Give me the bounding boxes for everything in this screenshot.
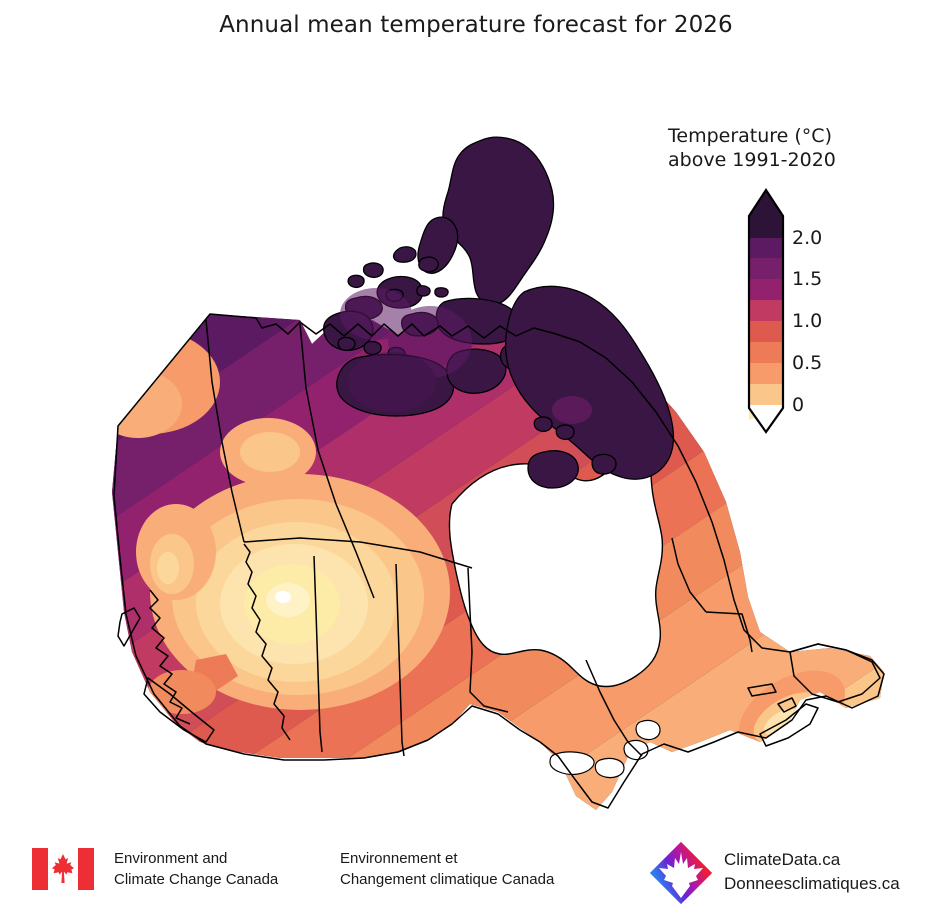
eccc-wordmark-french: Environnement et Changement climatique Ca… bbox=[340, 848, 554, 890]
colorbar-tick-1-5: 1.5 bbox=[792, 268, 823, 290]
eccc-fr-line1: Environnement et bbox=[340, 850, 458, 867]
arctic-shading bbox=[340, 288, 592, 424]
canada-flag-icon bbox=[32, 848, 94, 890]
arctic-archipelago bbox=[322, 136, 675, 489]
colorbar-tick-0: 0 bbox=[792, 394, 805, 416]
climatedata-wordmark[interactable]: ClimateData.ca Donneesclimatiques.ca bbox=[724, 848, 900, 896]
eccc-wordmark-english: Environment and Climate Change Canada bbox=[114, 848, 278, 890]
climatedata-logo-icon[interactable] bbox=[646, 838, 716, 908]
footer: Environment and Climate Change Canada Env… bbox=[0, 830, 952, 924]
legend-title-line1: Temperature (°C) bbox=[668, 125, 832, 147]
climatedata-line1: ClimateData.ca bbox=[724, 850, 841, 869]
colorbar bbox=[746, 186, 786, 436]
colorbar-bands bbox=[747, 187, 785, 434]
hudson-bay-water bbox=[448, 443, 664, 688]
legend-title: Temperature (°C) above 1991-2020 bbox=[668, 124, 836, 172]
colorbar-tick-0-5: 0.5 bbox=[792, 352, 823, 374]
colorbar-tick-1-0: 1.0 bbox=[792, 310, 823, 332]
colorbar-legend: Temperature (°C) above 1991-2020 bbox=[660, 124, 940, 444]
eccc-en-line1: Environment and bbox=[114, 850, 228, 867]
canada-temperature-map bbox=[0, 52, 952, 822]
colorbar-tick-2-0: 2.0 bbox=[792, 227, 823, 249]
climatedata-line2: Donneesclimatiques.ca bbox=[724, 874, 900, 893]
colorbar-svg bbox=[747, 187, 785, 434]
map-svg bbox=[112, 136, 885, 810]
eccc-fr-line2: Changement climatique Canada bbox=[340, 871, 555, 888]
colorbar-tick-labels: 2.0 1.5 1.0 0.5 0 bbox=[792, 186, 882, 436]
map-outlines bbox=[113, 313, 885, 809]
page-title: Annual mean temperature forecast for 202… bbox=[219, 12, 733, 38]
eccc-en-line2: Climate Change Canada bbox=[114, 871, 279, 888]
legend-title-line2: above 1991-2020 bbox=[668, 149, 836, 171]
